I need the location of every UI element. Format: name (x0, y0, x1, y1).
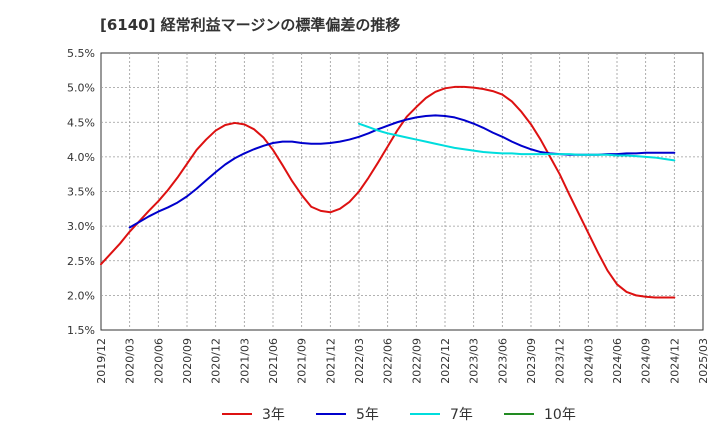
x-tick-label: 2024/03 (582, 338, 595, 384)
x-tick-label: 2020/09 (181, 338, 194, 384)
y-tick-label: 3.5% (67, 186, 95, 199)
legend-label: 7年 (450, 407, 473, 423)
x-tick-label: 2021/09 (296, 338, 309, 384)
chart-title: [6140] 経常利益マージンの標準偏差の推移 (100, 16, 400, 34)
y-tick-label: 2.5% (67, 255, 95, 268)
x-tick-label: 2020/06 (152, 338, 165, 384)
x-tick-label: 2021/03 (238, 338, 251, 384)
legend: 3年 5年 7年 10年 (222, 407, 576, 423)
x-tick-label: 2023/03 (468, 338, 481, 384)
x-tick-label: 2024/09 (640, 338, 653, 384)
series-lines (100, 85, 676, 299)
y-tick-label: 3.0% (67, 220, 95, 233)
x-tick-label: 2019/12 (95, 338, 108, 384)
x-tick-label: 2023/12 (554, 338, 567, 384)
x-tick-label: 2022/12 (439, 338, 452, 384)
y-axis-ticks: 1.5% 2.0% 2.5% 3.0% 3.5% 4.0% 4.5% 5.0% 5.5% (67, 47, 95, 337)
y-tick-label: 5.0% (67, 82, 95, 95)
x-axis-ticks: 2019/12 2020/03 2020/06 2020/09 2020/12 2021/… (95, 338, 710, 384)
legend-label: 5年 (356, 407, 379, 423)
y-tick-label: 1.5% (67, 324, 95, 337)
x-tick-label: 2021/12 (324, 338, 337, 384)
legend-label: 3年 (262, 407, 285, 423)
x-tick-label: 2020/03 (124, 338, 137, 384)
x-tick-label: 2021/06 (267, 338, 280, 384)
x-tick-label: 2022/06 (382, 338, 395, 384)
x-tick-label: 2020/12 (210, 338, 223, 384)
x-tick-label: 2025/03 (697, 338, 710, 384)
series-line-3年 (100, 85, 676, 299)
x-tick-label: 2024/12 (668, 338, 681, 384)
y-tick-label: 4.5% (67, 116, 95, 129)
x-tick-label: 2023/06 (496, 338, 509, 384)
x-tick-label: 2022/09 (410, 338, 423, 384)
y-tick-label: 5.5% (67, 47, 95, 60)
series-line-7年 (358, 122, 676, 162)
x-tick-label: 2023/09 (525, 338, 538, 384)
x-tick-label: 2022/03 (353, 338, 366, 384)
y-tick-label: 2.0% (67, 289, 95, 302)
x-tick-label: 2024/06 (611, 338, 624, 384)
legend-label: 10年 (544, 407, 576, 423)
y-tick-label: 4.0% (67, 151, 95, 164)
